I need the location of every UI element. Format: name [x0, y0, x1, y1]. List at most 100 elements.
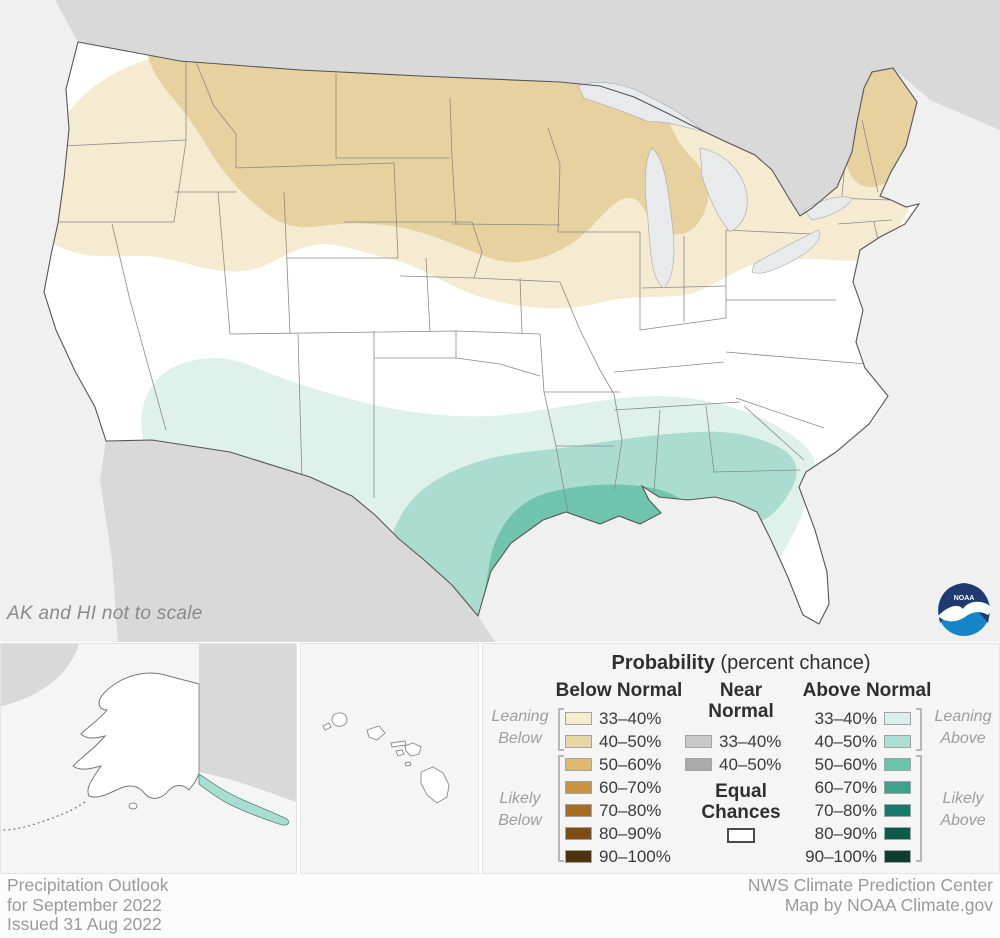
- island-molokai: [390, 740, 407, 748]
- equal-chances-line1: Equal: [715, 781, 767, 802]
- legend-title-bold: Probability: [611, 652, 715, 674]
- great-lakes: [577, 82, 853, 289]
- leaning-above-label: Leaning Above: [934, 708, 992, 747]
- legend-row: 33–40%: [783, 707, 911, 730]
- legend-row: 50–60%: [565, 753, 671, 776]
- island-lanai: [395, 749, 405, 757]
- equal-chances: Equal Chances: [679, 781, 803, 843]
- legend-range-label: 50–60%: [599, 754, 662, 774]
- legend-range-label: 70–80%: [814, 800, 877, 820]
- legend-swatch: [565, 804, 592, 817]
- legend-range-label: 90–100%: [805, 846, 877, 866]
- legend-range-label: 33–40%: [719, 731, 782, 751]
- noaa-logo: NOAA: [938, 583, 991, 636]
- legend-swatch: [884, 712, 911, 725]
- island-oahu: [366, 725, 386, 741]
- legend-range-label: 90–100%: [599, 846, 671, 866]
- mexico-land: [100, 440, 495, 642]
- lake-superior: [577, 82, 705, 133]
- legend-range-label: 33–40%: [814, 708, 877, 728]
- legend-title-suffix: (percent chance): [720, 652, 871, 674]
- footer: Precipitation Outlook for September 2022…: [0, 874, 1000, 938]
- band-below-40-50: [148, 44, 709, 263]
- island-niihau: [322, 722, 332, 731]
- leaning-above-bracket: [916, 708, 922, 751]
- footer-title-line: Issued 31 Aug 2022: [7, 914, 162, 934]
- siberia-land: [1, 644, 79, 706]
- lake-erie: [751, 229, 821, 274]
- legend-row: 50–60%: [783, 753, 911, 776]
- legend-range-label: 40–50%: [599, 731, 662, 751]
- legend-swatch: [884, 735, 911, 748]
- island-maui: [404, 742, 422, 757]
- leaning-below-bracket: [558, 708, 564, 751]
- below-normal-header: Below Normal: [555, 680, 683, 701]
- legend-row: 70–80%: [783, 799, 911, 822]
- island-kahoolawe: [404, 761, 412, 767]
- legend-swatch: [884, 781, 911, 794]
- legend-range-label: 80–90%: [599, 823, 662, 843]
- hawaii-inset-svg: [322, 712, 450, 804]
- island-hawaii: [420, 766, 450, 804]
- state-borders: [46, 61, 893, 513]
- canada-land-inset: [199, 644, 296, 802]
- footer-title-line: for September 2022: [7, 894, 162, 915]
- legend-row: 60–70%: [565, 776, 671, 799]
- likely-below-label: Likely Below: [498, 790, 542, 829]
- likely-below-bracket: [558, 755, 564, 862]
- legend-swatch: [884, 827, 911, 840]
- legend-range-label: 40–50%: [814, 731, 877, 751]
- above-normal-header: Above Normal: [802, 680, 932, 701]
- legend-swatch: [685, 758, 712, 771]
- legend-range-label: 70–80%: [599, 800, 662, 820]
- legend-row: 40–50%: [783, 730, 911, 753]
- legend-row: 60–70%: [783, 776, 911, 799]
- legend-range-label: 40–50%: [719, 754, 782, 774]
- legend-swatch: [884, 804, 911, 817]
- legend-range-label: 50–60%: [814, 754, 877, 774]
- legend-row: 40–50%: [685, 753, 781, 776]
- equal-chances-line2: Chances: [701, 802, 781, 823]
- alaska-inset-svg: [1, 644, 296, 831]
- legend-range-label: 33–40%: [599, 708, 662, 728]
- leaning-below-label: Leaning Below: [491, 708, 549, 747]
- footer-title-line: Precipitation Outlook: [7, 875, 169, 895]
- noaa-logo-text: NOAA: [954, 595, 975, 602]
- footer-credit-line: Map by NOAA Climate.gov: [784, 894, 993, 915]
- legend-row: 90–100%: [783, 845, 911, 868]
- legend-title: Probability (percent chance): [483, 652, 999, 675]
- alaska-inset: [0, 643, 297, 874]
- below-normal-rows: 33–40% 40–50% 50–60% 60–70% 70–80% 80–90% 90–1…: [565, 707, 671, 868]
- legend: Probability (percent chance) Below Norma…: [482, 643, 1000, 874]
- legend-row: 80–90%: [783, 822, 911, 845]
- legend-range-label: 80–90%: [814, 823, 877, 843]
- footer-credit-line: NWS Climate Prediction Center: [747, 875, 993, 895]
- lake-huron: [699, 147, 748, 233]
- legend-row: 33–40%: [685, 730, 781, 753]
- legend-row: 70–80%: [565, 799, 671, 822]
- legend-swatch: [884, 850, 911, 863]
- kodiak-island: [128, 802, 138, 810]
- conus-map: NOAA AK and HI not to scale: [0, 0, 1000, 642]
- legend-swatch: [565, 781, 592, 794]
- legend-swatch: [565, 850, 592, 863]
- above-normal-rows: 33–40% 40–50% 50–60% 60–70% 70–80% 80–90% 90–1…: [783, 707, 911, 868]
- legend-row: 40–50%: [565, 730, 671, 753]
- alaska-land: [72, 672, 200, 799]
- near-normal-header: Near Normal: [679, 680, 803, 722]
- lake-michigan: [645, 147, 675, 289]
- likely-above-label: Likely Above: [940, 790, 986, 829]
- legend-row: 80–90%: [565, 822, 671, 845]
- alaska-panhandle-above-normal: [198, 773, 289, 826]
- footer-title: Precipitation Outlook for September 2022…: [7, 875, 169, 935]
- hawaii-inset: [300, 643, 479, 874]
- us-outline: [43, 41, 921, 625]
- near-normal-rows: 33–40% 40–50%: [685, 730, 781, 776]
- legend-swatch: [565, 712, 592, 725]
- near-header-line1: Near: [719, 680, 763, 701]
- legend-swatch: [565, 827, 592, 840]
- legend-range-label: 60–70%: [599, 777, 662, 797]
- conus-map-svg: NOAA: [0, 0, 1000, 642]
- legend-row: 90–100%: [565, 845, 671, 868]
